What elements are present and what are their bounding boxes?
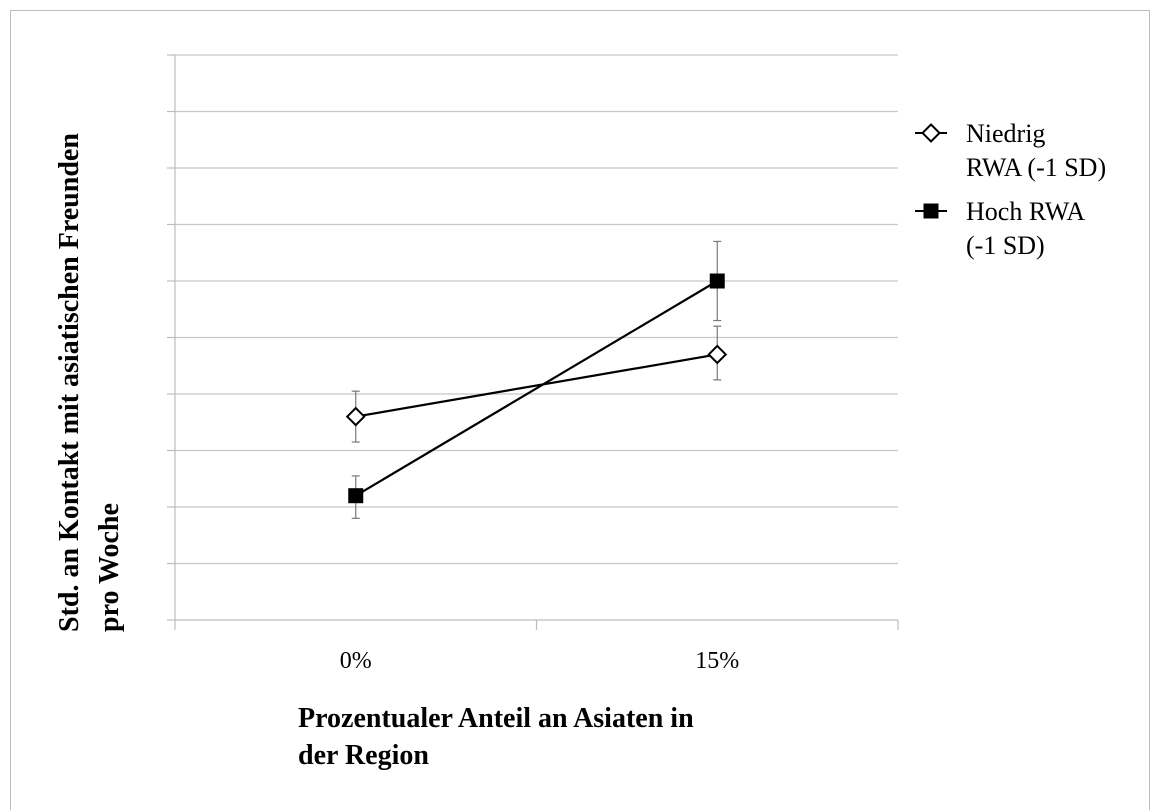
x-axis-title-line-2: der Region: [298, 740, 429, 771]
x-axis-title-line-1: Prozentualer Anteil an Asiaten in: [298, 703, 694, 734]
x-tick-label: 0%: [340, 648, 372, 674]
legend-label: (-1 SD): [966, 231, 1045, 260]
marker-diamond: [345, 406, 366, 427]
legend-item-1: Niedrig RWA (-1 SD): [915, 119, 1106, 182]
series-layer: [345, 240, 728, 519]
legend-item-2: Hoch RWA (-1 SD): [915, 197, 1085, 260]
series-line: [355, 280, 718, 497]
series-2: [348, 240, 725, 519]
y-axis-title-line-2: pro Woche: [94, 503, 125, 632]
x-tick-labels: 0% 15%: [340, 648, 740, 674]
chart-frame: [10, 10, 1150, 810]
axes: [167, 54, 899, 630]
marker-square: [709, 273, 725, 289]
legend-label: RWA (-1 SD): [966, 153, 1106, 182]
legend-label: Niedrig: [966, 119, 1045, 148]
series-1: [345, 325, 728, 443]
series-line: [355, 353, 718, 418]
marker-square: [348, 488, 364, 504]
y-axis-title-line-1: Std. an Kontakt mit asiatischen Freunden: [54, 133, 85, 632]
marker-square: [923, 203, 939, 219]
legend-label: Hoch RWA: [966, 197, 1085, 226]
x-tick-label: 15%: [695, 648, 739, 674]
marker-diamond: [707, 344, 728, 365]
gridlines: [175, 54, 898, 565]
marker-diamond: [921, 123, 941, 143]
legend: Niedrig RWA (-1 SD) Hoch RWA (-1 SD): [915, 119, 1106, 260]
